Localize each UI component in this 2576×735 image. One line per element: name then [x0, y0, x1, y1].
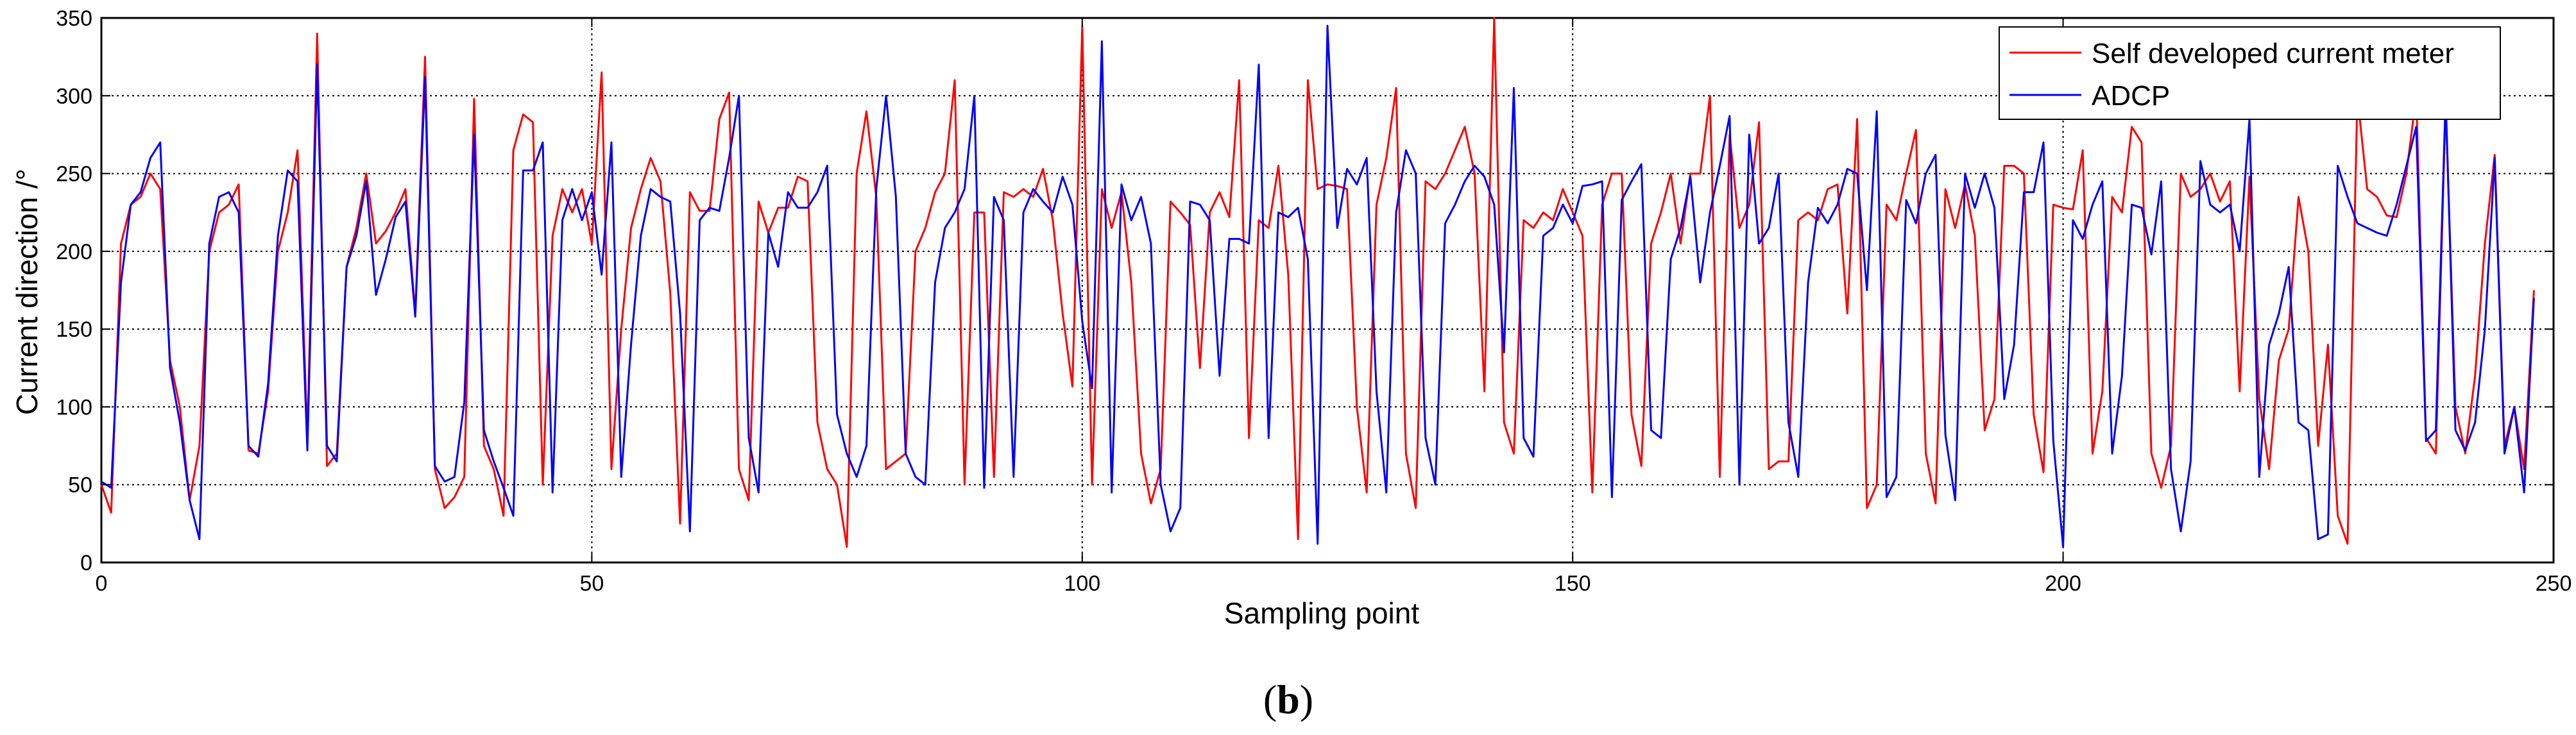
x-tick-label: 100 [1064, 571, 1100, 596]
x-axis-label: Sampling point [1224, 596, 1420, 630]
x-tick-label: 200 [2045, 571, 2081, 596]
x-tick-label: 250 [2536, 571, 2572, 596]
series-line-self-developed [100, 17, 2535, 548]
y-tick-label: 50 [68, 473, 92, 498]
y-tick-label: 300 [56, 84, 92, 108]
y-tick-label: 200 [56, 240, 92, 264]
legend: Self developed current meter ADCP [1999, 26, 2501, 120]
y-tick-label: 100 [56, 395, 92, 419]
legend-box [1999, 26, 2501, 120]
y-tick-label: 0 [80, 551, 92, 575]
axis-ticks: 0 50 100 150 200 250 0 50 100 150 200 250 300 350 [56, 6, 2572, 596]
legend-label-adcp: ADCP [2092, 80, 2170, 112]
caption-open-paren: ( [1263, 677, 1277, 722]
series-line-adcp [101, 24, 2535, 548]
y-axis-label: Current direction /° [10, 169, 44, 415]
x-tick-label: 150 [1555, 571, 1591, 596]
y-tick-label: 250 [56, 162, 92, 187]
plot-frame [100, 17, 2555, 564]
y-tick-label: 350 [56, 6, 92, 31]
legend-label-self-developed: Self developed current meter [2092, 38, 2454, 69]
y-tick-label: 150 [56, 317, 92, 342]
caption-close-paren: ) [1300, 677, 1313, 722]
series-layer [100, 17, 2535, 548]
caption-letter: b [1277, 677, 1300, 722]
x-tick-label: 0 [96, 571, 108, 596]
x-tick-label: 50 [579, 571, 604, 596]
figure-caption: (b) [1263, 677, 1313, 722]
